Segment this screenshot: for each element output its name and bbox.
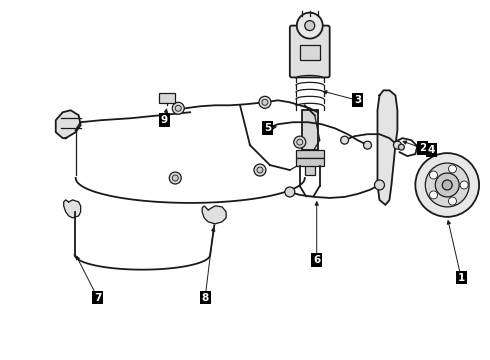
Circle shape	[285, 187, 295, 197]
Polygon shape	[64, 200, 81, 218]
Text: 2: 2	[418, 143, 426, 153]
Bar	[300, 45, 319, 60]
Circle shape	[460, 181, 468, 189]
Circle shape	[398, 144, 404, 150]
Text: 8: 8	[201, 293, 209, 302]
Text: 7: 7	[94, 293, 101, 302]
Circle shape	[442, 180, 452, 190]
Circle shape	[254, 164, 266, 176]
Text: 3: 3	[354, 95, 361, 105]
Bar	[302, 110, 318, 150]
Bar	[296, 150, 324, 158]
Text: 1: 1	[458, 273, 465, 283]
Circle shape	[294, 136, 306, 148]
Text: 6: 6	[313, 255, 320, 265]
Circle shape	[259, 96, 271, 108]
Polygon shape	[377, 90, 397, 205]
Text: 5: 5	[264, 123, 271, 133]
Circle shape	[425, 163, 469, 207]
Bar	[305, 150, 315, 175]
Circle shape	[297, 13, 323, 39]
Text: 9: 9	[161, 115, 168, 125]
Circle shape	[257, 167, 263, 173]
Bar	[159, 93, 175, 103]
Circle shape	[393, 141, 401, 149]
Circle shape	[448, 165, 456, 173]
Circle shape	[172, 102, 184, 114]
Bar	[296, 158, 324, 166]
Circle shape	[175, 105, 181, 111]
Circle shape	[364, 141, 371, 149]
Circle shape	[430, 191, 438, 199]
Circle shape	[262, 99, 268, 105]
Circle shape	[448, 197, 456, 205]
Circle shape	[416, 153, 479, 217]
FancyBboxPatch shape	[290, 26, 330, 77]
Circle shape	[305, 21, 315, 31]
Circle shape	[263, 123, 273, 133]
Polygon shape	[56, 110, 81, 138]
Circle shape	[297, 139, 303, 145]
Circle shape	[435, 173, 459, 197]
Circle shape	[172, 175, 178, 181]
Circle shape	[430, 171, 438, 179]
Polygon shape	[202, 206, 226, 224]
Circle shape	[341, 136, 348, 144]
Text: 4: 4	[428, 145, 435, 155]
Circle shape	[374, 180, 385, 190]
Circle shape	[169, 172, 181, 184]
